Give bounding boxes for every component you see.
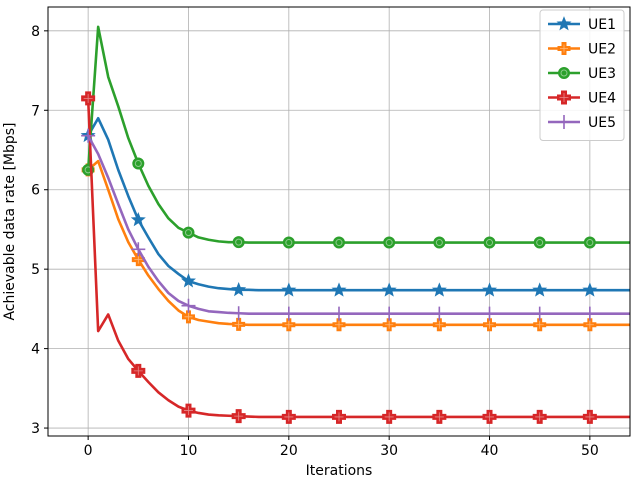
data-point	[532, 306, 547, 321]
data-point	[483, 318, 497, 332]
data-point	[432, 409, 447, 424]
data-point	[533, 318, 547, 332]
data-point	[130, 212, 146, 227]
x-tick-label: 20	[280, 443, 298, 459]
legend-item-ue2: UE2	[548, 42, 616, 58]
series-ue5	[81, 128, 630, 321]
data-point	[81, 128, 96, 143]
legend-label: UE1	[588, 17, 616, 33]
x-axis-label: Iterations	[306, 463, 373, 479]
y-tick-label: 3	[31, 421, 40, 437]
data-point	[432, 318, 446, 332]
y-tick-label: 5	[31, 262, 40, 278]
data-point	[583, 236, 596, 249]
x-tick-label: 30	[380, 443, 398, 459]
legend-marker	[557, 115, 571, 129]
legend-box	[539, 9, 625, 141]
data-point	[131, 363, 146, 378]
x-tick-label: 0	[84, 443, 93, 459]
legend-marker	[557, 42, 571, 55]
legend-item-ue3: UE3	[548, 66, 616, 82]
legend-marker	[558, 67, 570, 79]
data-point	[381, 282, 397, 297]
data-point	[483, 236, 496, 249]
data-point	[331, 282, 347, 297]
y-tick-label: 8	[31, 24, 40, 40]
data-point	[281, 306, 296, 321]
data-point	[582, 306, 597, 321]
data-point	[332, 306, 346, 321]
series-line-ue1	[87, 116, 630, 292]
data-point	[482, 409, 497, 424]
data-point	[582, 282, 598, 297]
y-tick-label: 6	[31, 183, 40, 199]
plot-frame	[47, 6, 631, 437]
data-point	[583, 318, 597, 332]
legend-item-ue4: UE4	[548, 90, 616, 107]
data-point	[382, 409, 397, 424]
data-point	[333, 236, 345, 249]
legend-item-ue5: UE5	[548, 115, 616, 131]
data-point	[182, 226, 195, 239]
data-point	[532, 409, 547, 424]
data-point	[231, 409, 246, 424]
data-point	[533, 236, 546, 249]
data-point	[383, 236, 396, 249]
data-point	[232, 317, 246, 331]
data-point	[332, 409, 346, 424]
data-point	[181, 403, 196, 418]
legend: UE1 UE2 UE3 UE4 UE5	[539, 9, 625, 141]
data-point	[231, 281, 247, 297]
data-point	[281, 282, 297, 297]
data-point	[582, 409, 597, 424]
legend-marker	[556, 16, 572, 31]
series-ue3	[82, 25, 630, 249]
data-point	[181, 298, 196, 313]
legend-label: UE4	[588, 91, 616, 107]
data-point	[180, 273, 196, 288]
series-ue2	[81, 159, 630, 332]
data-point	[131, 242, 146, 257]
y-axis-label: Achievable data rate [Mbps]	[2, 122, 18, 320]
legend-label: UE2	[588, 42, 616, 58]
series-ue4	[81, 91, 630, 424]
data-point	[532, 282, 548, 297]
data-point	[432, 306, 447, 321]
data-point	[131, 253, 145, 267]
data-point	[231, 306, 246, 321]
series-line-ue4	[86, 98, 630, 419]
series-line-ue5	[87, 135, 630, 315]
data-point	[132, 157, 145, 170]
data-point	[482, 282, 498, 297]
y-tick-label: 4	[31, 342, 40, 358]
y-tick-label: 7	[31, 103, 40, 119]
data-point	[181, 310, 195, 324]
data-point	[81, 91, 96, 106]
data-point	[282, 236, 295, 249]
data-point	[382, 306, 397, 321]
data-point	[282, 318, 296, 332]
data-point	[332, 318, 346, 332]
x-tick-label: 40	[481, 443, 499, 459]
data-point	[382, 318, 396, 332]
data-point	[431, 282, 447, 297]
data-point	[281, 409, 296, 424]
legend-label: UE5	[588, 115, 616, 131]
x-tick-label: 50	[581, 443, 599, 459]
axis-ticks: 0 10 20 30 40 50 3 4 5 6 7 8	[31, 24, 599, 459]
series-layer	[80, 25, 630, 424]
data-point	[232, 236, 245, 249]
legend-item-ue1: UE1	[548, 16, 616, 33]
legend-label: UE3	[588, 66, 616, 82]
data-point	[482, 306, 497, 321]
legend-marker	[557, 90, 571, 105]
x-tick-label: 10	[180, 443, 198, 459]
data-point	[433, 236, 446, 249]
